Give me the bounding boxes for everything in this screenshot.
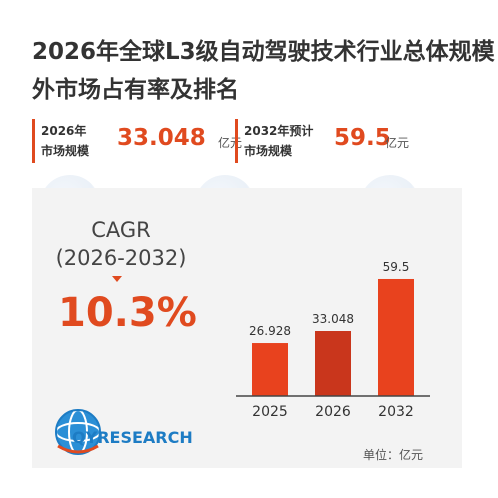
metric-label-line1: 2026年 [41, 124, 87, 138]
metric-label-line2: 市场规模 [244, 144, 293, 158]
page-title: 2026年全球L3级自动驾驶技术行业总体规模 外市场占有率及排名 [32, 33, 498, 109]
bar-2025 [252, 343, 288, 396]
x-tick-2026: 2026 [315, 404, 351, 420]
cagr-value: 10.3% [58, 290, 197, 336]
title-line-1: 2026年全球L3级自动驾驶技术行业总体规模 [32, 39, 495, 65]
metric-2026: 2026年 市场规模 33.048 亿元 [32, 119, 242, 163]
data-label-2025: 26.928 [249, 324, 291, 338]
cagr-label: CAGR [91, 218, 151, 242]
qyresearch-globe-icon [55, 409, 101, 455]
metric-value: 33.048 [117, 125, 206, 151]
metric-2032: 2032年预计 市场规模 59.5 亿元 [235, 119, 415, 163]
logo-text: QYRESEARCH [72, 428, 193, 447]
x-tick-2032: 2032 [378, 404, 414, 420]
title-line-2: 外市场占有率及排名 [32, 77, 239, 103]
metric-label: 2026年 市场规模 [41, 121, 89, 161]
data-label-2026: 33.048 [312, 312, 354, 326]
metric-label-line2: 市场规模 [41, 144, 90, 158]
metric-label-line1: 2032年预计 [244, 124, 314, 138]
bar-2026 [315, 331, 351, 396]
data-label-2032: 59.5 [383, 260, 410, 274]
metric-unit: 亿元 [385, 136, 410, 150]
metric-label: 2032年预计 市场规模 [244, 121, 313, 161]
x-tick-2025: 2025 [252, 404, 288, 420]
unit-note: 单位：亿元 [363, 448, 424, 462]
bar-2032 [378, 278, 414, 396]
metric-value: 59.5 [334, 125, 391, 151]
cagr-period: (2026-2032) [55, 246, 187, 270]
cagr-pointer-icon [112, 276, 122, 282]
